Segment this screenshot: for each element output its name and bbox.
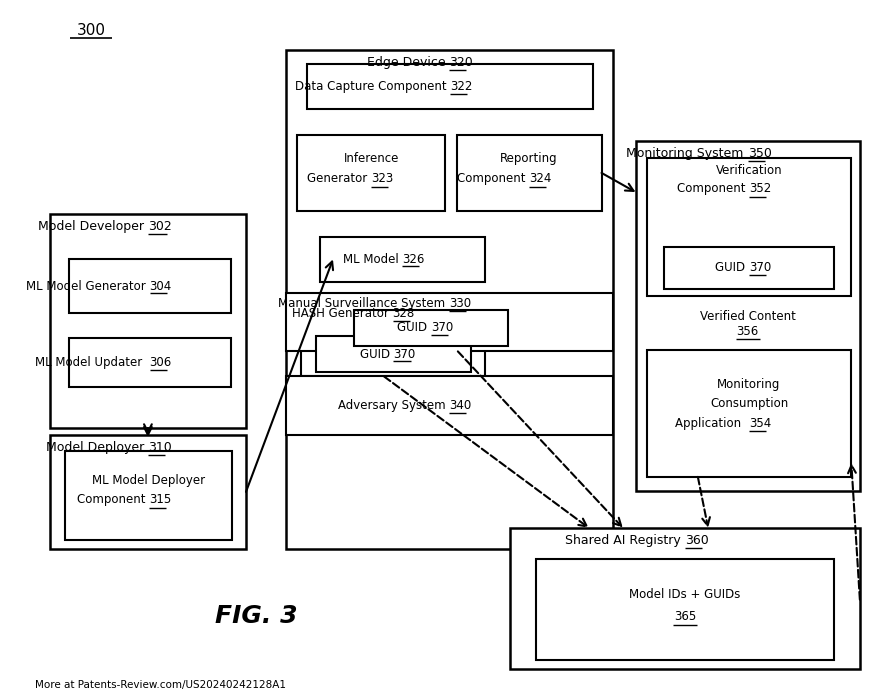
Text: 310: 310: [148, 441, 172, 454]
Text: Shared AI Registry: Shared AI Registry: [565, 534, 685, 547]
Text: Reporting: Reporting: [500, 153, 558, 165]
Bar: [457, 135, 602, 211]
Text: 315: 315: [149, 493, 171, 506]
Bar: [355, 309, 508, 346]
Text: More at Patents-Review.com/US20240242128A1: More at Patents-Review.com/US20240242128…: [34, 680, 285, 690]
Text: 365: 365: [674, 610, 696, 623]
Text: Component: Component: [457, 172, 529, 185]
Text: Generator: Generator: [307, 172, 371, 185]
Bar: [69, 260, 231, 313]
Bar: [647, 350, 851, 477]
Bar: [297, 135, 445, 211]
Text: GUID: GUID: [397, 321, 431, 334]
Bar: [286, 377, 612, 435]
Bar: [307, 64, 593, 109]
Text: ML Model Generator: ML Model Generator: [26, 280, 150, 293]
Bar: [635, 141, 860, 491]
Text: Component: Component: [677, 183, 749, 195]
Text: 300: 300: [77, 23, 106, 38]
Text: Monitoring System: Monitoring System: [627, 147, 748, 160]
Text: 340: 340: [450, 399, 472, 412]
Text: 330: 330: [450, 298, 472, 311]
Text: Component: Component: [77, 493, 149, 506]
Bar: [301, 302, 485, 377]
Text: GUID: GUID: [715, 261, 749, 274]
Bar: [50, 214, 246, 428]
Text: Monitoring: Monitoring: [717, 378, 781, 391]
Text: Adversary System: Adversary System: [338, 399, 450, 412]
Text: 370: 370: [431, 321, 453, 334]
Bar: [664, 247, 834, 288]
Bar: [320, 237, 485, 281]
Text: 322: 322: [451, 80, 473, 93]
Text: Application: Application: [675, 416, 749, 430]
Text: 370: 370: [393, 348, 415, 360]
Text: 306: 306: [150, 356, 172, 369]
Text: GUID: GUID: [360, 348, 393, 360]
Text: Verification: Verification: [715, 164, 782, 177]
Text: Data Capture Component: Data Capture Component: [295, 80, 451, 93]
Text: 370: 370: [749, 261, 771, 274]
Text: FIG. 3: FIG. 3: [215, 604, 297, 629]
Text: ML Model Deployer: ML Model Deployer: [92, 473, 205, 486]
Text: 304: 304: [150, 280, 172, 293]
Text: Manual Surveillance System: Manual Surveillance System: [278, 298, 450, 311]
Bar: [536, 559, 834, 660]
Bar: [69, 338, 231, 387]
Text: 350: 350: [748, 147, 772, 160]
Bar: [647, 158, 851, 295]
Text: 354: 354: [749, 416, 771, 430]
Text: 326: 326: [402, 253, 425, 266]
Text: Edge Device: Edge Device: [367, 56, 450, 69]
Bar: [316, 336, 471, 372]
Bar: [50, 435, 246, 549]
Text: 356: 356: [737, 326, 759, 338]
Text: 323: 323: [371, 172, 393, 185]
Text: 328: 328: [392, 307, 414, 320]
Text: 324: 324: [529, 172, 552, 185]
Bar: [65, 451, 232, 540]
Text: Model Developer: Model Developer: [38, 220, 148, 233]
Text: Model IDs + GUIDs: Model IDs + GUIDs: [629, 588, 741, 601]
Bar: [286, 293, 612, 351]
Text: HASH Generator: HASH Generator: [292, 307, 392, 320]
Bar: [286, 50, 612, 549]
Text: ML Model: ML Model: [343, 253, 402, 266]
Bar: [510, 528, 860, 669]
Text: Inference: Inference: [343, 153, 399, 165]
Text: Consumption: Consumption: [710, 397, 788, 410]
Text: 360: 360: [685, 534, 708, 547]
Text: Model Deployer: Model Deployer: [46, 441, 148, 454]
Text: 320: 320: [450, 56, 473, 69]
Text: ML Model Updater: ML Model Updater: [35, 356, 150, 369]
Text: Verified Content: Verified Content: [700, 310, 796, 323]
Text: 302: 302: [148, 220, 172, 233]
Text: 352: 352: [749, 183, 771, 195]
